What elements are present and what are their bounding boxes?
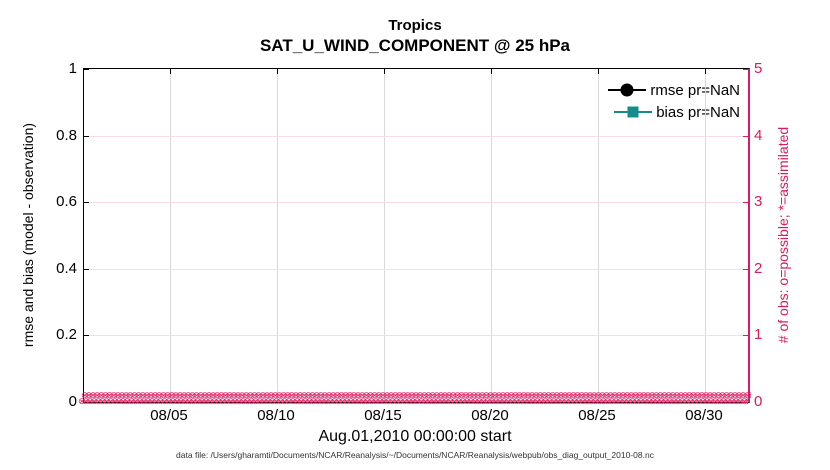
- gridline-h: [84, 136, 748, 137]
- y-left-tick-mark: [84, 269, 89, 270]
- y-left-tick-mark: [84, 335, 89, 336]
- y-left-tick-label: 0.4: [56, 260, 77, 277]
- legend: rmse pr=NaN bias pr=NaN: [608, 79, 740, 123]
- y-right-tick-mark: [743, 402, 748, 403]
- y-right-tick-label: 5: [754, 60, 763, 77]
- y-left-tick-label: 0.2: [56, 326, 77, 343]
- gridline-v: [384, 69, 385, 402]
- x-tick-mark: [598, 69, 599, 74]
- plot-area: rmse pr=NaN bias pr=NaN ⊗⊗⊗⊗⊗⊗⊗⊗⊗⊗⊗⊗⊗⊗⊗⊗…: [78, 68, 751, 406]
- x-tick-label: 08/30: [685, 407, 723, 424]
- gridline-h: [84, 269, 748, 270]
- x-tick-mark: [277, 69, 278, 74]
- y-left-tick-mark: [84, 136, 89, 137]
- legend-item-bias: bias pr=NaN: [608, 101, 740, 123]
- legend-item-rmse: rmse pr=NaN: [608, 79, 740, 101]
- y-left-tick-mark: [84, 402, 89, 403]
- y-right-tick-mark: [743, 136, 748, 137]
- chart-subtitle: SAT_U_WIND_COMPONENT @ 25 hPa: [259, 36, 571, 55]
- gridline-v: [170, 69, 171, 402]
- y-right-tick-label: 0: [754, 393, 763, 410]
- x-axis-label: Aug.01,2010 00:00:00 start: [318, 428, 512, 445]
- y-right-tick-label: 4: [754, 127, 763, 144]
- y-right-tick-label: 2: [754, 260, 763, 277]
- gridline-v: [277, 69, 278, 402]
- legend-bias-marker-icon: [614, 105, 653, 119]
- x-tick-label: 08/25: [578, 407, 616, 424]
- x-tick-label: 08/05: [150, 407, 188, 424]
- y-left-tick-mark: [84, 69, 89, 70]
- title-block: Tropics SAT_U_WIND_COMPONENT @ 25 hPa: [83, 16, 747, 57]
- obs-marker-strip: ⊗⊗⊗⊗⊗⊗⊗⊗⊗⊗⊗⊗⊗⊗⊗⊗⊗⊗⊗⊗⊗⊗⊗⊗⊗⊗⊗⊗⊗⊗⊗⊗⊗⊗⊗⊗⊗⊗⊗⊗…: [81, 392, 751, 400]
- gridline-h: [84, 202, 748, 203]
- gridline-v: [705, 69, 706, 402]
- gridline-h: [84, 335, 748, 336]
- x-tick-label: 08/15: [364, 407, 402, 424]
- y-left-tick-label: 1: [68, 60, 77, 77]
- x-tick-mark: [491, 69, 492, 74]
- legend-rmse-label: rmse pr=NaN: [650, 81, 740, 99]
- y-right-tick-label: 1: [754, 326, 763, 343]
- x-tick-mark: [170, 69, 171, 74]
- legend-bias-label: bias pr=NaN: [656, 103, 740, 121]
- y-right-tick-mark: [743, 202, 748, 203]
- data-file-note: data file: /Users/gharamti/Documents/NCA…: [176, 450, 654, 460]
- y-right-tick-mark: [743, 335, 748, 336]
- y-left-tick-mark: [84, 202, 89, 203]
- y-right-tick-label: 3: [754, 193, 763, 210]
- y-left-tick-label: 0.8: [56, 127, 77, 144]
- chart-title: Tropics: [388, 17, 442, 34]
- x-tick-label: 08/20: [471, 407, 509, 424]
- y-right-tick-mark: [743, 69, 748, 70]
- y-left-tick-label: 0: [68, 393, 77, 410]
- x-tick-mark: [705, 69, 706, 74]
- y-right-tick-mark: [743, 269, 748, 270]
- x-tick-label: 08/10: [257, 407, 295, 424]
- x-tick-mark: [384, 69, 385, 74]
- obs-marker-strip: ⊗⊗⊗⊗⊗⊗⊗⊗⊗⊗⊗⊗⊗⊗⊗⊗⊗⊗⊗⊗⊗⊗⊗⊗⊗⊗⊗⊗⊗⊗⊗⊗⊗⊗⊗⊗⊗⊗⊗⊗…: [78, 398, 748, 406]
- gridline-v: [598, 69, 599, 402]
- y-left-tick-label: 0.6: [56, 193, 77, 210]
- legend-rmse-marker-icon: [608, 83, 647, 97]
- gridline-v: [491, 69, 492, 402]
